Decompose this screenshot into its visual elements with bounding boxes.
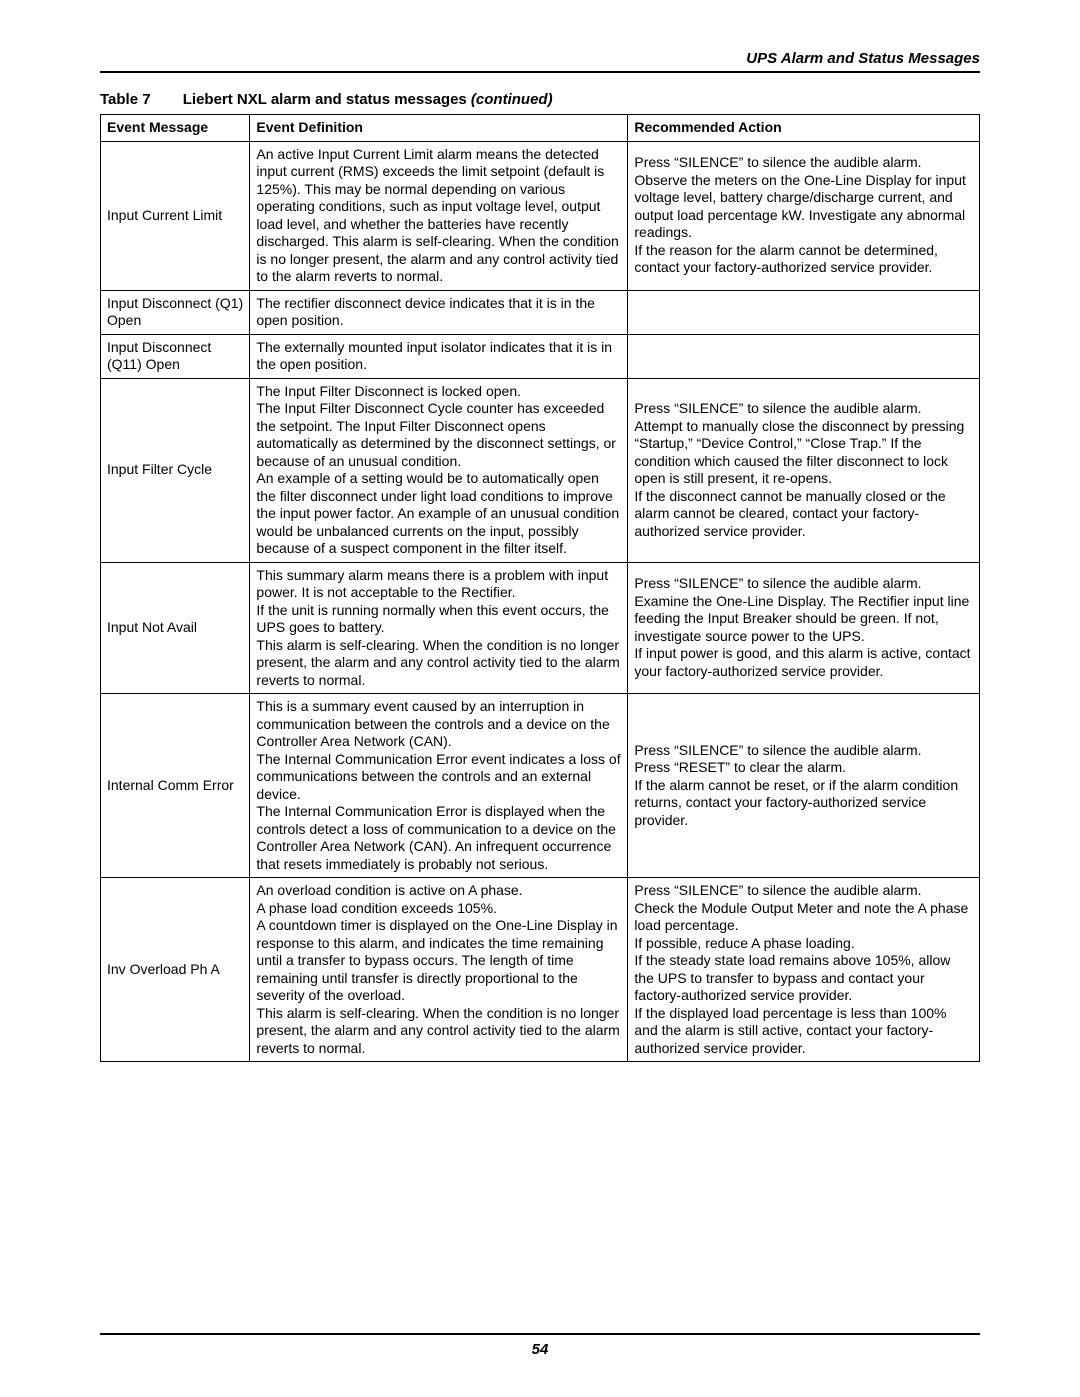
cell-event-definition: This summary alarm means there is a prob…	[250, 562, 628, 694]
page-number: 54	[532, 1341, 549, 1358]
cell-event-message: Input Disconnect (Q11) Open	[101, 334, 250, 378]
table-row: Input Disconnect (Q11) OpenThe externall…	[101, 334, 980, 378]
table-title: Liebert NXL alarm and status messages	[183, 91, 467, 108]
table-row: Input Not AvailThis summary alarm means …	[101, 562, 980, 694]
section-header: UPS Alarm and Status Messages	[100, 50, 980, 67]
col-event-message: Event Message	[101, 115, 250, 142]
cell-event-message: Internal Comm Error	[101, 694, 250, 878]
cell-event-message: Input Filter Cycle	[101, 378, 250, 562]
table-row: Inv Overload Ph AAn overload condition i…	[101, 878, 980, 1062]
table-row: Input Disconnect (Q1) OpenThe rectifier …	[101, 290, 980, 334]
cell-recommended-action: Press “SILENCE” to silence the audible a…	[628, 694, 980, 878]
cell-recommended-action	[628, 290, 980, 334]
header-rule	[100, 71, 980, 73]
cell-event-definition: An overload condition is active on A pha…	[250, 878, 628, 1062]
footer-rule	[100, 1333, 980, 1335]
col-event-definition: Event Definition	[250, 115, 628, 142]
table-row: Internal Comm ErrorThis is a summary eve…	[101, 694, 980, 878]
table-row: Input Current LimitAn active Input Curre…	[101, 141, 980, 290]
table-header-row: Event Message Event Definition Recommend…	[101, 115, 980, 142]
table-caption: Table 7 Liebert NXL alarm and status mes…	[100, 91, 980, 108]
page-footer: 54	[0, 1333, 1080, 1359]
table-label: Table 7	[100, 91, 151, 108]
cell-event-definition: This is a summary event caused by an int…	[250, 694, 628, 878]
cell-recommended-action: Press “SILENCE” to silence the audible a…	[628, 562, 980, 694]
alarm-table: Event Message Event Definition Recommend…	[100, 114, 980, 1062]
page: UPS Alarm and Status Messages Table 7 Li…	[0, 0, 1080, 1397]
cell-event-definition: An active Input Current Limit alarm mean…	[250, 141, 628, 290]
table-body: Input Current LimitAn active Input Curre…	[101, 141, 980, 1062]
cell-event-message: Input Not Avail	[101, 562, 250, 694]
cell-recommended-action	[628, 334, 980, 378]
cell-recommended-action: Press “SILENCE” to silence the audible a…	[628, 378, 980, 562]
cell-event-message: Input Current Limit	[101, 141, 250, 290]
cell-event-definition: The Input Filter Disconnect is locked op…	[250, 378, 628, 562]
cell-recommended-action: Press “SILENCE” to silence the audible a…	[628, 878, 980, 1062]
cell-recommended-action: Press “SILENCE” to silence the audible a…	[628, 141, 980, 290]
col-recommended-action: Recommended Action	[628, 115, 980, 142]
cell-event-definition: The rectifier disconnect device indicate…	[250, 290, 628, 334]
table-continued: (continued)	[467, 91, 553, 108]
table-row: Input Filter CycleThe Input Filter Disco…	[101, 378, 980, 562]
cell-event-definition: The externally mounted input isolator in…	[250, 334, 628, 378]
cell-event-message: Inv Overload Ph A	[101, 878, 250, 1062]
cell-event-message: Input Disconnect (Q1) Open	[101, 290, 250, 334]
